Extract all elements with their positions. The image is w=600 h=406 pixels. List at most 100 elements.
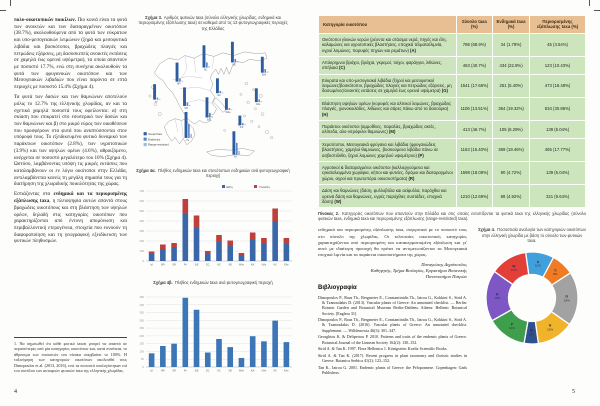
habitat-value-cell: 434 (22.8%): [493, 56, 530, 74]
habitat-value-cell: 369 (19.46%): [493, 138, 530, 161]
svg-text:50: 50: [141, 357, 145, 361]
svg-text:WAe: WAe: [239, 369, 245, 372]
habitat-value-cell: 1598 (18.08%): [456, 161, 493, 185]
habitat-table: Κατηγορία οικοτόπου Σύνολο taxa (%) Ενδημι…: [318, 15, 586, 208]
bibliography-entry: Dimopoulos P., Raus Th., Bergmeier E., C…: [318, 317, 467, 333]
svg-text:W: W: [512, 265, 516, 269]
table-row: Εύκρατα και υπο-μεσογειακά λιβάδια (ξηρο…: [319, 74, 585, 97]
table-row: Βλάστηση υψηλών ορέων (κορυφές και αλπικ…: [319, 97, 585, 121]
habitat-value-cell: 1163 (15.40%): [456, 138, 493, 161]
habitat-value-cell: 463 (40.7%): [456, 56, 493, 74]
svg-text:KK: KK: [234, 157, 238, 159]
svg-text:KiK: KiK: [240, 127, 244, 129]
svg-text:5%: 5%: [529, 333, 534, 337]
habitat-value-cell: 1541 (17.66%): [456, 74, 493, 97]
svg-text:IoI: IoI: [150, 263, 153, 266]
habitat-table-header-cell: Ενδημικά taxa (%): [493, 16, 530, 33]
bibliography-entry: Strid A. & Tan K. 1997. Flora Hellenica …: [318, 346, 448, 352]
table-row: Απόκρημνοι βράχοι, βράχια, γκρεμοί, τοίχ…: [319, 56, 585, 74]
habitat-value-cell: 123 (10.43%): [530, 56, 585, 74]
svg-text:KK: KK: [274, 369, 278, 372]
footnote-rule: [14, 337, 127, 338]
svg-text:NE: NE: [229, 369, 233, 372]
endemics-stacked-bar-chart: 0 100 200 300 400 500 600 700 IoI NPi SPi Pe StE EC NC…: [139, 184, 292, 266]
svg-text:NC: NC: [204, 70, 208, 72]
figure4a-caption-text: Πλήθος ενδημικών taxa και στενότοπων ενδ…: [156, 167, 290, 179]
svg-text:13%: 13%: [511, 269, 517, 273]
map-bar-groups: IoI NPi NC NE EAe SPi EC NAe StE WAe Pe KiK KK: [153, 41, 269, 159]
svg-text:StE: StE: [195, 369, 199, 372]
habitat-table-body: Οικότοποι γλυκών νερών (ρέοντα και στάσι…: [319, 33, 585, 208]
svg-text:13%: 13%: [547, 328, 553, 332]
svg-text:14%: 14%: [509, 327, 515, 331]
svg-text:500: 500: [139, 209, 144, 213]
svg-text:0: 0: [142, 365, 144, 369]
habitat-value-cell: 534 (30.86%): [530, 97, 585, 121]
svg-text:8%: 8%: [553, 273, 558, 277]
habitat-value-cell: 1210 (12.69%): [456, 185, 493, 208]
left-page: πολυ-οικοτοπικών ποικίλων. Πιο κοινά είν…: [14, 13, 296, 395]
svg-text:SPi: SPi: [184, 108, 188, 110]
svg-text:10%: 10%: [535, 264, 541, 268]
habitat-table-header-cell: Περιορισμένης εξάπλωσης taxa (%): [530, 16, 585, 33]
bibliography-list: Dimopoulos P., Raus Th., Bergmeier E., C…: [318, 295, 467, 375]
habitat-description-cell: Παράκτιοι οικότοποι (αμμοθίνες, παραλίες…: [319, 121, 456, 138]
habitat-description-cell: Εύκρατα και υπο-μεσογειακά λιβάδια (ξηρο…: [319, 74, 456, 97]
bibliography-entry: Dimopoulos P., Raus Th., Bergmeier E., C…: [318, 295, 467, 316]
habitat-value-cell: 1106 (13.51%): [456, 97, 493, 121]
svg-text:Pe: Pe: [186, 140, 190, 142]
svg-text:19%: 19%: [564, 299, 570, 303]
svg-text:Υποείδη: Υποείδη: [259, 184, 270, 188]
svg-text:EC: EC: [206, 263, 210, 266]
figure4b-caption: Σχήμα 4β. Πλήθος ενδημικών taxa ανά φυτο…: [136, 280, 290, 285]
svg-text:400: 400: [139, 219, 144, 223]
page-number-left: 4: [14, 389, 17, 395]
crop-mark: [0, 10, 6, 11]
svg-text:600: 600: [139, 199, 144, 203]
svg-text:StE: StE: [195, 263, 199, 266]
habitat-value-cell: 45 (3.54%): [530, 33, 585, 56]
svg-text:350: 350: [139, 310, 144, 314]
svg-text:NPi: NPi: [161, 263, 165, 266]
table-row: Χερσότοποι, Μεσογειακά φρύγανα και λιβάδ…: [319, 138, 585, 161]
aegean-islands: [148, 81, 274, 139]
figure4a-caption: Σχήμα 4α. Πλήθος ενδημικών taxa και στεν…: [136, 168, 290, 179]
svg-text:WAe: WAe: [226, 111, 232, 114]
figure4-label: Σχήμα 4.: [478, 227, 495, 233]
svg-text:SPi: SPi: [172, 369, 176, 372]
bibliography-entry: Strid A. & Tan K. (2017). Recent progres…: [318, 353, 467, 364]
svg-text:NAe: NAe: [262, 263, 267, 266]
svg-text:R: R: [496, 293, 499, 297]
footnote-text: 1. Να σημειωθεί ότι κάθε φυτικό taxon μπ…: [14, 340, 127, 374]
svg-text:NPi: NPi: [161, 369, 165, 372]
right-page-lower: ενδημικά και περιορισμένης εξάπλωσης tax…: [318, 227, 586, 377]
peloponnese-outline: [164, 118, 196, 145]
greece-mainland-outline: [154, 51, 268, 125]
page-number-right: 5: [572, 389, 575, 395]
habitat-description-cell: Απόκρημνοι βράχοι, βράχια, γκρεμοί, τοίχ…: [319, 56, 456, 74]
svg-text:EC: EC: [218, 95, 222, 97]
figure4-caption: Σχήμα 4. Ποσοστιαία αναλογία των κατηγορ…: [478, 227, 586, 243]
svg-text:NC: NC: [217, 263, 221, 266]
donut-slice: [493, 252, 530, 286]
crop-mark: [10, 0, 11, 6]
svg-text:Pe: Pe: [184, 263, 188, 266]
svg-text:IoI: IoI: [155, 102, 158, 104]
figure3-caption: Σχήμα 3. Αριθμός φυτικών taxa (σύνολο ελ…: [136, 15, 290, 31]
svg-text:NE: NE: [232, 64, 236, 66]
habitat-description-cell: Χερσότοποι, Μεσογειακά φρύγανα και λιβάδ…: [319, 138, 456, 161]
habitat-value-cell: 139 (5.04%): [530, 161, 585, 185]
author-signature: Παναγιώτης Δημόπουλος Καθηγητής, Τμήμα Βι…: [318, 262, 467, 281]
svg-text:NPi: NPi: [177, 84, 181, 86]
svg-text:100: 100: [139, 349, 144, 353]
svg-text:G: G: [565, 295, 568, 299]
svg-text:StE: StE: [207, 118, 211, 121]
habitat-value-cell: 786 (68.9%): [456, 33, 493, 56]
habitat-description-cell: Οικότοποι γλυκών νερών (ρέοντα και στάσι…: [319, 33, 456, 56]
habitat-description-cell: Αγροτικοί & διαταραγμένοι οικότοποι (καλ…: [319, 161, 456, 185]
svg-text:NAe: NAe: [262, 369, 267, 372]
habitat-value-cell: 139 (5.04%): [530, 121, 585, 138]
crop-mark: [589, 0, 590, 6]
left-figure-column: Σχήμα 3. Αριθμός φυτικών taxa (σύνολο ελ…: [130, 13, 296, 384]
